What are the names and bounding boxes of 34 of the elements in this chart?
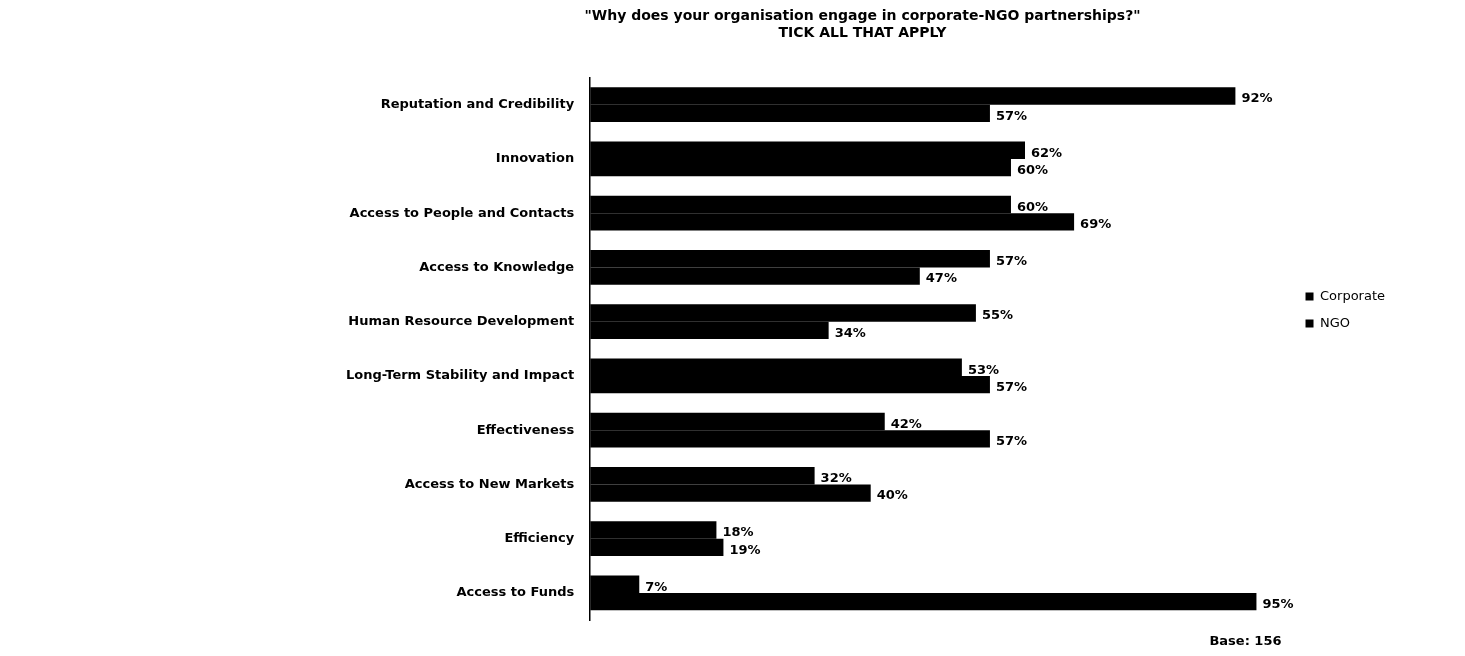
data-label: 60%	[1016, 162, 1049, 178]
data-label: 42%	[890, 415, 922, 431]
y-tick-label: Innovation	[495, 150, 575, 166]
y-tick-label: Long-Term Stability and Impact	[345, 367, 575, 383]
text: Base: 156	[1209, 633, 1282, 649]
legend-label: Corporate	[1320, 287, 1386, 303]
y-tick-label: Access to Funds	[456, 584, 575, 600]
data-label: 57%	[995, 378, 1028, 394]
y-tick-label: Reputation and Credibility	[380, 96, 575, 112]
data-label: 62%	[1031, 144, 1063, 160]
y-tick-label: Efficiency	[504, 530, 575, 546]
data-label: 40%	[876, 487, 908, 503]
y-tick-label: Human Resource Development	[348, 313, 575, 329]
data-label: 69%	[1080, 216, 1112, 232]
y-tick-label: Effectiveness	[476, 421, 575, 437]
data-label: 57%	[995, 107, 1028, 123]
data-label: 53%	[967, 361, 1000, 377]
data-label: 19%	[729, 541, 761, 557]
data-label: 7%	[645, 578, 668, 594]
data-label: 32%	[820, 470, 852, 486]
y-tick-label: Access to People and Contacts	[349, 204, 575, 220]
legend-label: NGO	[1320, 314, 1351, 330]
data-label: 95%	[1262, 595, 1294, 611]
data-label: 57%	[995, 433, 1028, 449]
data-label: 55%	[981, 307, 1014, 323]
data-label: 60%	[1016, 198, 1049, 214]
data-label: 57%	[995, 253, 1028, 269]
y-tick-label: Access to New Markets	[404, 475, 575, 491]
y-tick-label: Access to Knowledge	[419, 258, 575, 274]
data-label: 92%	[1241, 90, 1273, 106]
chart-title: "Why does your organisation engage in corporate-NGO partnerships?" TICK ALL THAT APPLY	[584, 7, 1141, 40]
data-label: 34%	[834, 324, 866, 340]
data-label: 18%	[722, 524, 754, 540]
data-label: 47%	[925, 270, 957, 286]
